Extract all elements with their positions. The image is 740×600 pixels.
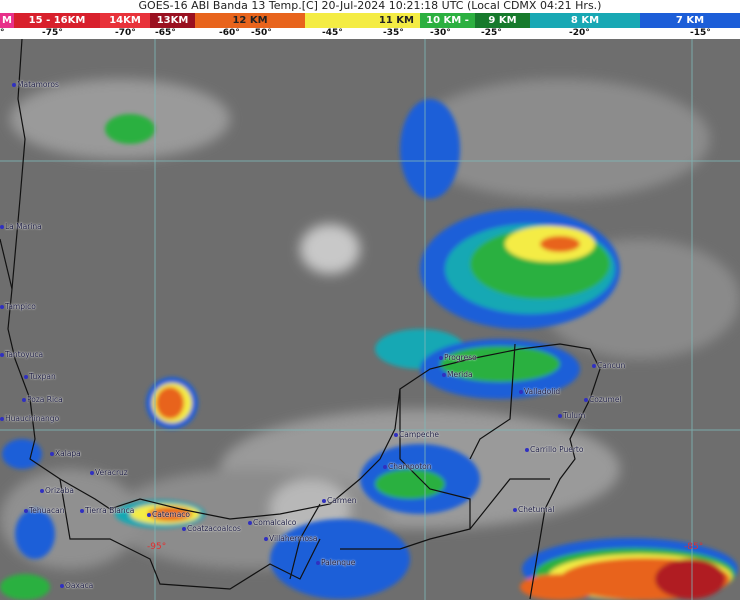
scale-segment: 10 KM - bbox=[420, 13, 475, 28]
scale-segment: M bbox=[0, 13, 14, 28]
city-label: La Marina bbox=[0, 222, 42, 231]
storm-cell bbox=[520, 574, 600, 600]
city-label: Tuxpan bbox=[24, 372, 56, 381]
temp-label: -60° bbox=[219, 28, 240, 38]
scale-segment: 8 KM bbox=[530, 13, 640, 28]
scale-label: 15 - 16KM bbox=[28, 15, 86, 26]
city-label: Tulum bbox=[558, 411, 585, 420]
scale-segment: 9 KM bbox=[475, 13, 530, 28]
city-label: Merida bbox=[442, 370, 473, 379]
storm-cell bbox=[400, 99, 460, 199]
city-label: Chetumal bbox=[513, 505, 554, 514]
city-label: Poza Rica bbox=[22, 395, 63, 404]
image-title: GOES-16 ABI Banda 13 Temp.[C] 20-Jul-202… bbox=[138, 0, 602, 12]
scale-label: 13KM bbox=[156, 15, 189, 26]
city-label: Cancun bbox=[592, 361, 625, 370]
scale-segment: 15 - 16KM bbox=[14, 13, 100, 28]
border bbox=[59, 478, 321, 590]
scale-label: 9 KM bbox=[488, 15, 517, 26]
temp-label: -75° bbox=[42, 28, 63, 38]
cloud-area bbox=[300, 224, 360, 274]
city-label: Champoton bbox=[383, 462, 432, 471]
temp-label: -45° bbox=[322, 28, 343, 38]
city-label: Cozumel bbox=[584, 395, 622, 404]
city-label: Huauchinango bbox=[0, 414, 59, 423]
longitude-label: -95° bbox=[147, 542, 167, 552]
scale-label: 12 KM bbox=[232, 15, 268, 26]
temp-label: -30° bbox=[430, 28, 451, 38]
city-label: Orizaba bbox=[40, 486, 74, 495]
storm-cell bbox=[2, 439, 42, 469]
border bbox=[0, 238, 13, 290]
scale-label: 10 KM - bbox=[426, 15, 469, 26]
storm-cell bbox=[375, 469, 445, 499]
temp-label: -70° bbox=[115, 28, 136, 38]
temp-label: -65° bbox=[155, 28, 176, 38]
storm-cell bbox=[156, 387, 184, 419]
city-label: Villahermosa bbox=[264, 534, 318, 543]
temperature-scale: ° -75° -70° -65° -60° -50° -45° -35° -30… bbox=[0, 28, 740, 39]
scale-label: 11 KM bbox=[378, 15, 414, 26]
scale-segment: 12 KM bbox=[195, 13, 305, 28]
temp-label: -20° bbox=[569, 28, 590, 38]
temp-label: -25° bbox=[481, 28, 502, 38]
temp-label: -35° bbox=[383, 28, 404, 38]
scale-segment: 7 KM bbox=[640, 13, 740, 28]
scale-label: 14KM bbox=[109, 15, 141, 26]
satellite-map: Matamoros La Marina Tampico Tantoyuca Tu… bbox=[0, 39, 740, 600]
temp-label: -50° bbox=[251, 28, 272, 38]
temp-label: ° bbox=[0, 28, 5, 38]
city-label: Carmen bbox=[322, 496, 356, 505]
city-label: Campeche bbox=[394, 430, 439, 439]
storm-cell bbox=[540, 236, 580, 252]
cloud-area bbox=[410, 79, 710, 199]
temp-label: -15° bbox=[690, 28, 711, 38]
city-label: Matamoros bbox=[12, 80, 59, 89]
scale-segment: 14KM bbox=[100, 13, 150, 28]
city-label: Valladolid bbox=[519, 387, 560, 396]
storm-cell bbox=[655, 559, 725, 599]
city-label: Progreso bbox=[439, 353, 477, 362]
city-label: Veracruz bbox=[90, 468, 128, 477]
city-label: Coatzacoalcos bbox=[182, 524, 241, 533]
city-label: Oaxaca bbox=[60, 581, 93, 590]
city-label: Tierra Blanca bbox=[80, 506, 134, 515]
scale-segment: 13KM bbox=[150, 13, 195, 28]
satellite-imagery bbox=[0, 39, 740, 600]
scale-label: 8 KM bbox=[570, 15, 600, 26]
city-label: Tantoyuca bbox=[0, 350, 43, 359]
longitude-label: -85° bbox=[684, 542, 704, 552]
color-scale-bar: M 15 - 16KM 14KM 13KM 12 KM 11 KM 10 KM … bbox=[0, 13, 740, 28]
border bbox=[469, 478, 550, 530]
city-label: Tehuacan bbox=[24, 506, 65, 515]
border bbox=[469, 343, 516, 460]
storm-cell bbox=[0, 574, 50, 600]
scale-segment: 11 KM bbox=[305, 13, 420, 28]
city-label: Palenque bbox=[316, 558, 355, 567]
city-label: Tampico bbox=[0, 302, 36, 311]
lat-lon-grid bbox=[0, 39, 740, 600]
storm-cell bbox=[105, 114, 155, 144]
city-label: Comalcalco bbox=[248, 518, 296, 527]
city-label: Catemaco bbox=[147, 510, 190, 519]
city-label: Carrillo Puerto bbox=[525, 445, 583, 454]
storm-cell bbox=[15, 509, 55, 559]
scale-label: M bbox=[2, 15, 12, 26]
scale-label: 7 KM bbox=[675, 15, 705, 26]
city-label: Xalapa bbox=[50, 449, 81, 458]
